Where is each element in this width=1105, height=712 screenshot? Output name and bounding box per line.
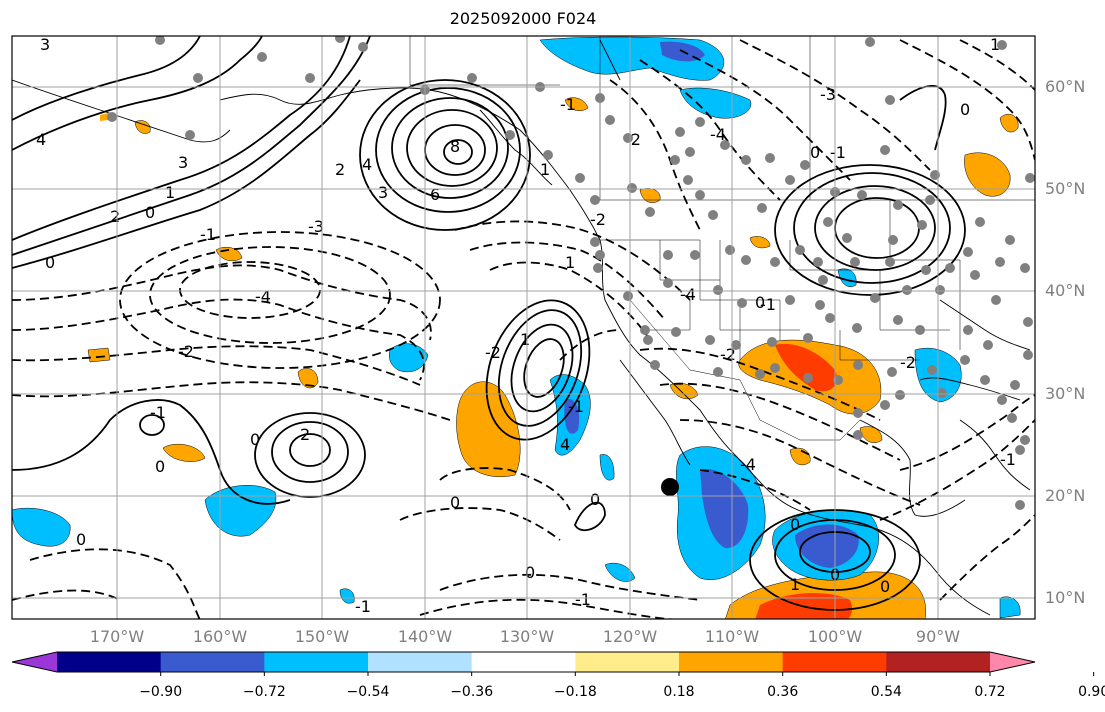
contour-label: 1	[165, 183, 175, 202]
contour-label: 1	[990, 35, 1000, 54]
contour-label: -3	[820, 85, 836, 104]
contour-label: -1	[1000, 450, 1016, 469]
contour-label: -1	[568, 397, 584, 416]
contour-label: 0	[250, 430, 260, 449]
colorbar-segment	[782, 652, 887, 672]
contour-label: 0	[45, 253, 55, 272]
colorbar-tick-label: −0.54	[346, 684, 390, 700]
lon-label: 90°W	[915, 627, 961, 646]
lon-label: 140°W	[397, 627, 453, 646]
contour-label: -4	[740, 455, 756, 474]
colorbar-extend-low	[12, 652, 57, 672]
contour-label: 0	[525, 563, 535, 582]
colorbar-segment	[57, 652, 162, 672]
contour-label: 1	[540, 160, 550, 179]
contour-label: 0	[755, 293, 765, 312]
contour-label: 8	[450, 137, 460, 156]
lon-label: 160°W	[192, 627, 248, 646]
lon-label: 170°W	[89, 627, 145, 646]
weather-map: 3 4 3 2 0 1 0 -1 -2 -3 -4 8 6 4 3 2 1 -1…	[11, 35, 1036, 620]
contour-label: -4	[255, 287, 271, 306]
lon-label: 150°W	[294, 627, 350, 646]
contour-label: -1	[575, 590, 591, 609]
contour-label: 2	[110, 207, 120, 226]
shaded-negative-regions	[12, 36, 1021, 619]
gridlines	[12, 36, 1035, 619]
lon-label: 100°W	[807, 627, 863, 646]
lat-label: 50°N	[1045, 179, 1086, 198]
contour-label: 4	[560, 435, 570, 454]
contour-label: 0	[810, 143, 820, 162]
colorbar-tick-label: 0.72	[974, 684, 1006, 700]
colorbar-tick-label: 0.54	[870, 684, 902, 700]
contour-label: -1	[760, 295, 776, 314]
colorbar-tick-label: −0.18	[553, 684, 597, 700]
colorbar-segment	[575, 652, 680, 672]
colorbar	[11, 651, 1095, 676]
dashed-contours	[12, 39, 1035, 619]
contour-label: 3	[178, 153, 188, 172]
colorbar-tick-label: 0.18	[663, 684, 695, 700]
contour-label: 4	[362, 155, 372, 174]
contour-label: 3	[40, 35, 50, 54]
contour-label: -2	[178, 342, 194, 361]
colorbar-segment	[471, 652, 576, 672]
map-frame	[11, 35, 1036, 620]
contour-label: 1	[565, 253, 575, 272]
contour-label: 4	[36, 130, 46, 149]
colorbar-tick-label: −0.36	[450, 684, 494, 700]
lat-label: 40°N	[1045, 281, 1086, 300]
lon-label: 130°W	[499, 627, 555, 646]
contour-label: -3	[308, 217, 324, 236]
contour-labels: 3 4 3 2 0 1 0 -1 -2 -3 -4 8 6 4 3 2 1 -1…	[36, 35, 1016, 616]
contour-label: 1	[790, 575, 800, 594]
contour-label: -2	[900, 353, 916, 372]
contour-label: 0	[880, 577, 890, 596]
contour-label: 0	[76, 530, 86, 549]
colorbar-tick-label: −0.90	[139, 684, 183, 700]
lat-label: 30°N	[1045, 384, 1086, 403]
contour-label: 0	[155, 457, 165, 476]
map-title: 2025092000 F024	[449, 9, 597, 28]
contour-label: -1	[200, 225, 216, 244]
lon-label: 120°W	[602, 627, 658, 646]
contour-label: 1	[520, 330, 530, 349]
coastlines	[12, 39, 1031, 616]
contour-label: 2	[300, 425, 310, 444]
colorbar-segment	[160, 652, 265, 672]
contour-label: 3	[378, 183, 388, 202]
contour-label: -4	[710, 125, 726, 144]
contour-label: -1	[150, 403, 166, 422]
colorbar-segment	[679, 652, 784, 672]
station-dots	[107, 36, 1035, 510]
contour-label: -4	[680, 285, 696, 304]
contour-label: -2	[590, 210, 606, 229]
colorbar-tick-label: 0.90	[1078, 684, 1105, 700]
contour-label: 0	[790, 515, 800, 534]
colorbar-segment	[264, 652, 369, 672]
contour-label: 2	[335, 160, 345, 179]
contour-label: -2	[485, 343, 501, 362]
colorbar-tick-label: 0.36	[767, 684, 799, 700]
colorbar-segment	[886, 652, 991, 672]
contour-label: -1	[560, 95, 576, 114]
lon-label: 110°W	[704, 627, 760, 646]
contour-label: 0	[960, 100, 970, 119]
contour-label: 0	[145, 203, 155, 222]
marker-dot	[661, 478, 679, 496]
lat-label: 10°N	[1045, 588, 1086, 607]
colorbar-extend-high	[990, 652, 1035, 672]
lat-label: 20°N	[1045, 486, 1086, 505]
colorbar-tick-label: −0.72	[242, 684, 286, 700]
contour-label: 0	[590, 490, 600, 509]
contour-label: 0	[450, 493, 460, 512]
colorbar-segment	[368, 652, 473, 672]
lat-label: 60°N	[1045, 77, 1086, 96]
contour-label: -1	[830, 143, 846, 162]
contour-label: 6	[430, 185, 440, 204]
contour-label: -1	[355, 597, 371, 616]
